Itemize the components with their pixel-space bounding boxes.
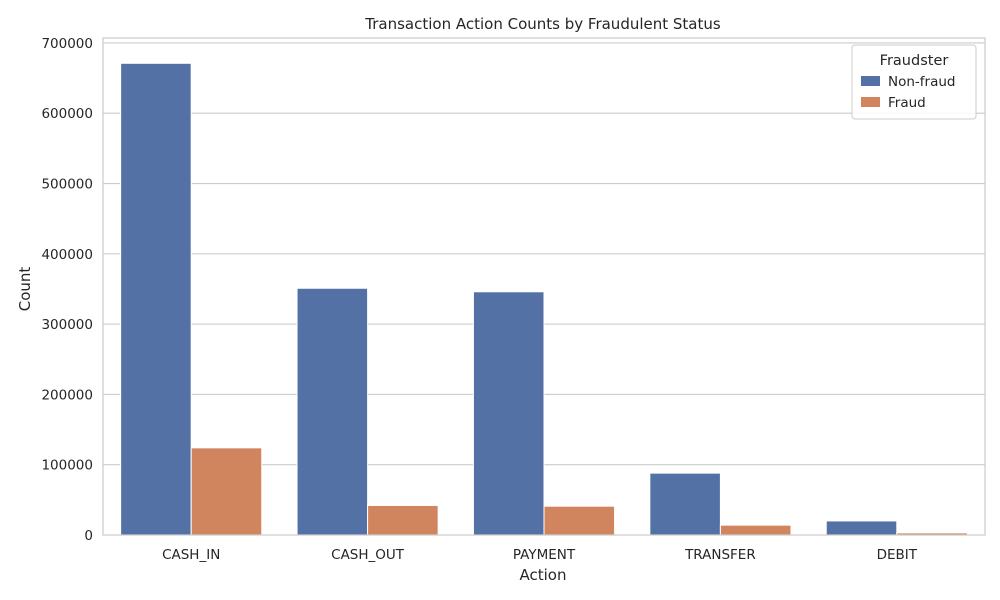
y-tick-label: 700000 — [41, 36, 93, 52]
bars — [120, 62, 968, 536]
legend-swatch — [861, 76, 880, 86]
chart-title: Transaction Action Counts by Fraudulent … — [364, 15, 721, 33]
bar-transfer-non-fraud — [649, 472, 721, 536]
y-tick-label: 100000 — [41, 458, 93, 474]
x-tick-label: DEBIT — [877, 547, 918, 563]
plot-frame — [102, 37, 986, 536]
bar-cash-in-non-fraud — [120, 62, 192, 536]
legend-title: Fraudster — [880, 53, 949, 69]
legend-label: Non-fraud — [888, 74, 956, 90]
y-axis-label: Count — [16, 267, 34, 312]
x-tick-label: CASH_IN — [162, 547, 220, 563]
y-tick-label: 200000 — [41, 387, 93, 403]
legend: Fraudster Non-fraud Fraud — [851, 44, 977, 120]
legend-box — [851, 44, 977, 120]
x-tick-label: TRANSFER — [684, 547, 756, 563]
x-tick-label: CASH_OUT — [331, 547, 405, 563]
x-axis-label: Action — [520, 566, 567, 584]
legend-swatch — [861, 97, 880, 107]
bar-cash-out-fraud — [367, 504, 439, 536]
y-tick-label: 300000 — [41, 317, 93, 333]
y-tick-label: 0 — [84, 528, 93, 544]
tick-labels: 0 100000 200000 300000 400000 500000 600000 700… — [41, 36, 917, 563]
y-tick-label: 500000 — [41, 177, 93, 193]
bar-debit-non-fraud — [825, 520, 898, 536]
bar-transfer-fraud — [719, 524, 792, 536]
x-tick-label: PAYMENT — [513, 547, 576, 563]
bar-cash-in-fraud — [190, 447, 263, 536]
bar-payment-non-fraud — [472, 291, 545, 536]
y-tick-label: 400000 — [41, 247, 93, 263]
y-tick-label: 600000 — [41, 106, 93, 122]
bar-cash-out-non-fraud — [296, 287, 369, 536]
legend-label: Fraud — [888, 95, 926, 111]
bar-payment-fraud — [543, 505, 616, 536]
